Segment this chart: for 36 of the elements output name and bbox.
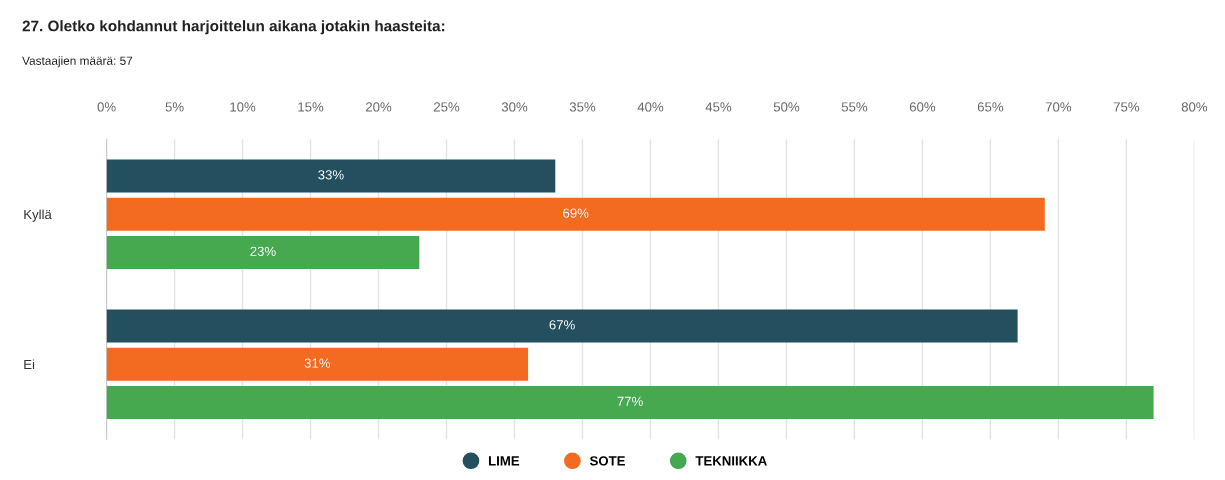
x-tick-label: 10% — [230, 102, 256, 112]
data-label: 77% — [617, 396, 643, 406]
x-tick-label: 35% — [569, 102, 596, 112]
y-tick-label: Ei — [24, 359, 35, 369]
x-tick-label: 25% — [433, 102, 460, 112]
x-tick-label: 40% — [637, 102, 664, 112]
chart-title: 27. Oletko kohdannut harjoittelun aikana jotakin haasteita: — [22, 20, 445, 35]
x-tick-label: 30% — [501, 102, 528, 112]
x-tick-label: 60% — [909, 102, 936, 112]
x-tick-label: 5% — [165, 102, 184, 112]
bar — [106, 197, 1045, 231]
legend-label: SOTE — [589, 456, 625, 466]
data-label: 33% — [318, 170, 344, 180]
bar — [106, 347, 529, 381]
bar — [106, 159, 556, 193]
x-tick-label: 50% — [773, 102, 800, 112]
x-tick-label: 15% — [298, 102, 324, 112]
y-tick-label: Kyllä — [24, 209, 52, 222]
bar — [106, 385, 1154, 419]
data-label: 69% — [563, 208, 589, 218]
x-tick-label: 0% — [97, 102, 116, 112]
data-label: 67% — [549, 320, 575, 330]
chart-subtitle: Vastaajien määrä: 57 — [22, 56, 133, 68]
x-tick-label: 75% — [1113, 102, 1140, 112]
x-tick-label: 20% — [365, 102, 392, 112]
x-tick-label: 70% — [1045, 102, 1072, 112]
x-tick-label: 45% — [705, 102, 732, 112]
legend-label: LIME — [488, 456, 520, 466]
x-tick-label: 80% — [1181, 102, 1208, 112]
data-label: 23% — [250, 246, 276, 256]
bar — [106, 309, 1018, 343]
bar — [106, 235, 420, 269]
legend-label: TEKNIIKKA — [695, 456, 767, 466]
data-label: 31% — [304, 358, 331, 368]
x-tick-label: 65% — [977, 102, 1004, 112]
x-tick-label: 55% — [841, 102, 868, 112]
